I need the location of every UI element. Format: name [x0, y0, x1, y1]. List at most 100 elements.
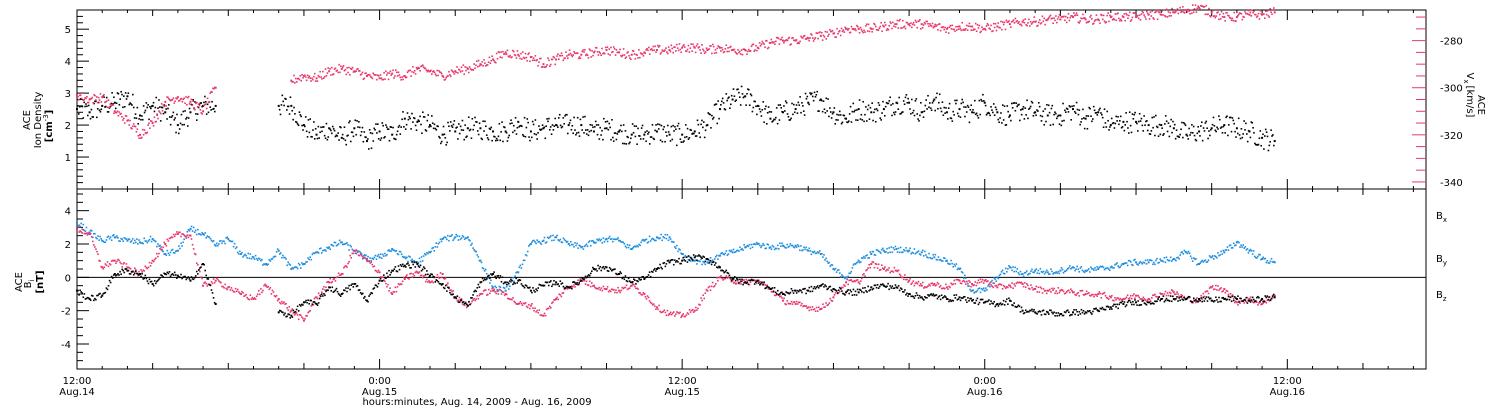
top-vx-sample-dot — [345, 73, 348, 76]
bottom-by-sample-dot — [817, 252, 820, 254]
bottom-by-sample-dot — [412, 260, 414, 262]
bottom-by-sample-dot — [268, 259, 271, 261]
bottom-bz-sample-dot — [234, 287, 237, 290]
bottom-by-sample-dot — [512, 276, 514, 279]
top-density-sample-dot — [874, 120, 877, 123]
bottom-by-data-point — [1223, 251, 1226, 254]
bottom-by-data-point — [618, 239, 621, 242]
top-vx-sample-dot — [630, 58, 632, 61]
top-vx-sample-dot — [1197, 5, 1199, 8]
top-density-sample-dot — [1224, 132, 1226, 134]
top-density-sample-dot — [1077, 113, 1080, 116]
top-density-sample-dot — [576, 116, 579, 119]
bottom-by-sample-dot — [846, 276, 848, 279]
top-vx-sample-dot — [574, 52, 576, 55]
top-density-sample-dot — [903, 103, 906, 106]
bottom-by-sample-dot — [879, 252, 882, 254]
top-vx-sample-dot — [361, 71, 364, 74]
top-vx-data-point — [517, 53, 520, 56]
top-density-sample-dot — [1056, 115, 1059, 118]
top-density-sample-dot — [707, 112, 710, 114]
top-density-sample-dot — [814, 95, 817, 98]
bottom-bz-sample-dot — [855, 279, 858, 282]
bottom-by-data-point — [466, 236, 469, 239]
top-density-sample-dot — [965, 111, 968, 113]
bottom-bz-sample-dot — [283, 301, 285, 303]
top-vx-sample-dot — [1005, 19, 1008, 22]
top-vx-sample-dot — [1118, 17, 1120, 20]
top-density-sample-dot — [300, 115, 303, 118]
bottom-by-sample-dot — [553, 239, 555, 242]
top-vx-sample-dot — [976, 24, 979, 26]
top-vx-sample-dot — [645, 49, 647, 51]
top-density-sample-dot — [1108, 129, 1110, 131]
top-vx-sample-dot — [1117, 12, 1119, 14]
bottom-by-sample-dot — [735, 249, 738, 252]
bottom-bz-sample-dot — [837, 291, 840, 294]
bottom-bz-sample-dot — [160, 248, 162, 251]
top-density-sample-dot — [1114, 122, 1117, 125]
bottom-bz-sample-dot — [612, 288, 614, 291]
top-density-sample-dot — [98, 109, 101, 112]
top-density-sample-dot — [772, 120, 774, 122]
bottom-by-sample-dot — [938, 259, 941, 261]
bottom-bz-data-point — [202, 284, 205, 287]
bottom-bz-sample-dot — [471, 300, 473, 303]
top-density-sample-dot — [179, 122, 182, 125]
bottom-by-sample-dot — [1058, 272, 1061, 275]
top-vx-sample-dot — [755, 44, 757, 47]
top-vx-data-point — [655, 49, 658, 52]
bottom-bz-sample-dot — [266, 286, 268, 288]
top-vx-sample-dot — [106, 106, 109, 109]
top-density-sample-dot — [141, 118, 144, 121]
top-density-sample-dot — [663, 126, 665, 128]
top-vx-sample-dot — [1211, 9, 1214, 12]
top-vx-sample-dot — [1179, 6, 1181, 9]
top-vx-sample-dot — [950, 28, 953, 30]
top-density-sample-dot — [847, 121, 849, 124]
top-density-sample-dot — [152, 101, 155, 104]
bottom-by-sample-dot — [566, 240, 569, 243]
top-density-sample-dot — [476, 130, 479, 132]
bottom-bz-sample-dot — [233, 291, 236, 293]
top-density-sample-dot — [1162, 134, 1164, 137]
top-vx-sample-dot — [1163, 9, 1165, 11]
top-vx-sample-dot — [132, 123, 135, 125]
top-density-sample-dot — [585, 129, 587, 131]
bottom-bz-sample-dot — [254, 298, 257, 300]
bottom-bz-sample-dot — [1155, 295, 1157, 298]
top-density-sample-dot — [383, 136, 385, 139]
top-density-sample-dot — [358, 121, 360, 123]
bottom-by-sample-dot — [349, 244, 351, 247]
top-density-sample-dot — [1136, 122, 1138, 125]
bottom-by-sample-dot — [1196, 263, 1198, 266]
bottom-bz-sample-dot — [159, 247, 161, 250]
top-vx-sample-dot — [1218, 13, 1221, 16]
top-vx-sample-dot — [600, 54, 602, 56]
bottom-bz-data-point — [1059, 289, 1062, 292]
top-vx-sample-dot — [1132, 12, 1135, 14]
top-vx-sample-dot — [404, 76, 407, 79]
top-density-data-point — [416, 120, 419, 123]
bottom-bz-sample-dot — [216, 278, 219, 281]
top-vx-sample-dot — [1112, 17, 1115, 20]
top-density-sample-dot — [716, 122, 719, 125]
bottom-bz-sample-dot — [297, 318, 300, 321]
bottom-bz-sample-dot — [588, 280, 591, 283]
top-density-sample-dot — [686, 127, 689, 130]
top-vx-sample-dot — [336, 69, 339, 72]
top-density-sample-dot — [560, 126, 563, 129]
top-vx-sample-dot — [941, 26, 944, 29]
top-density-sample-dot — [789, 119, 792, 121]
top-vx-sample-dot — [1131, 16, 1134, 19]
top-vx-sample-dot — [920, 28, 922, 30]
bottom-by-sample-dot — [843, 276, 845, 278]
bottom-by-sample-dot — [982, 287, 985, 290]
bottom-by-data-point — [1021, 273, 1024, 275]
bottom-bz-data-point — [983, 279, 986, 282]
top-density-sample-dot — [344, 139, 347, 142]
bottom-by-sample-dot — [885, 251, 887, 253]
bottom-bz-sample-dot — [500, 293, 503, 295]
top-vx-sample-dot — [586, 54, 589, 56]
top-density-sample-dot — [1081, 118, 1083, 120]
